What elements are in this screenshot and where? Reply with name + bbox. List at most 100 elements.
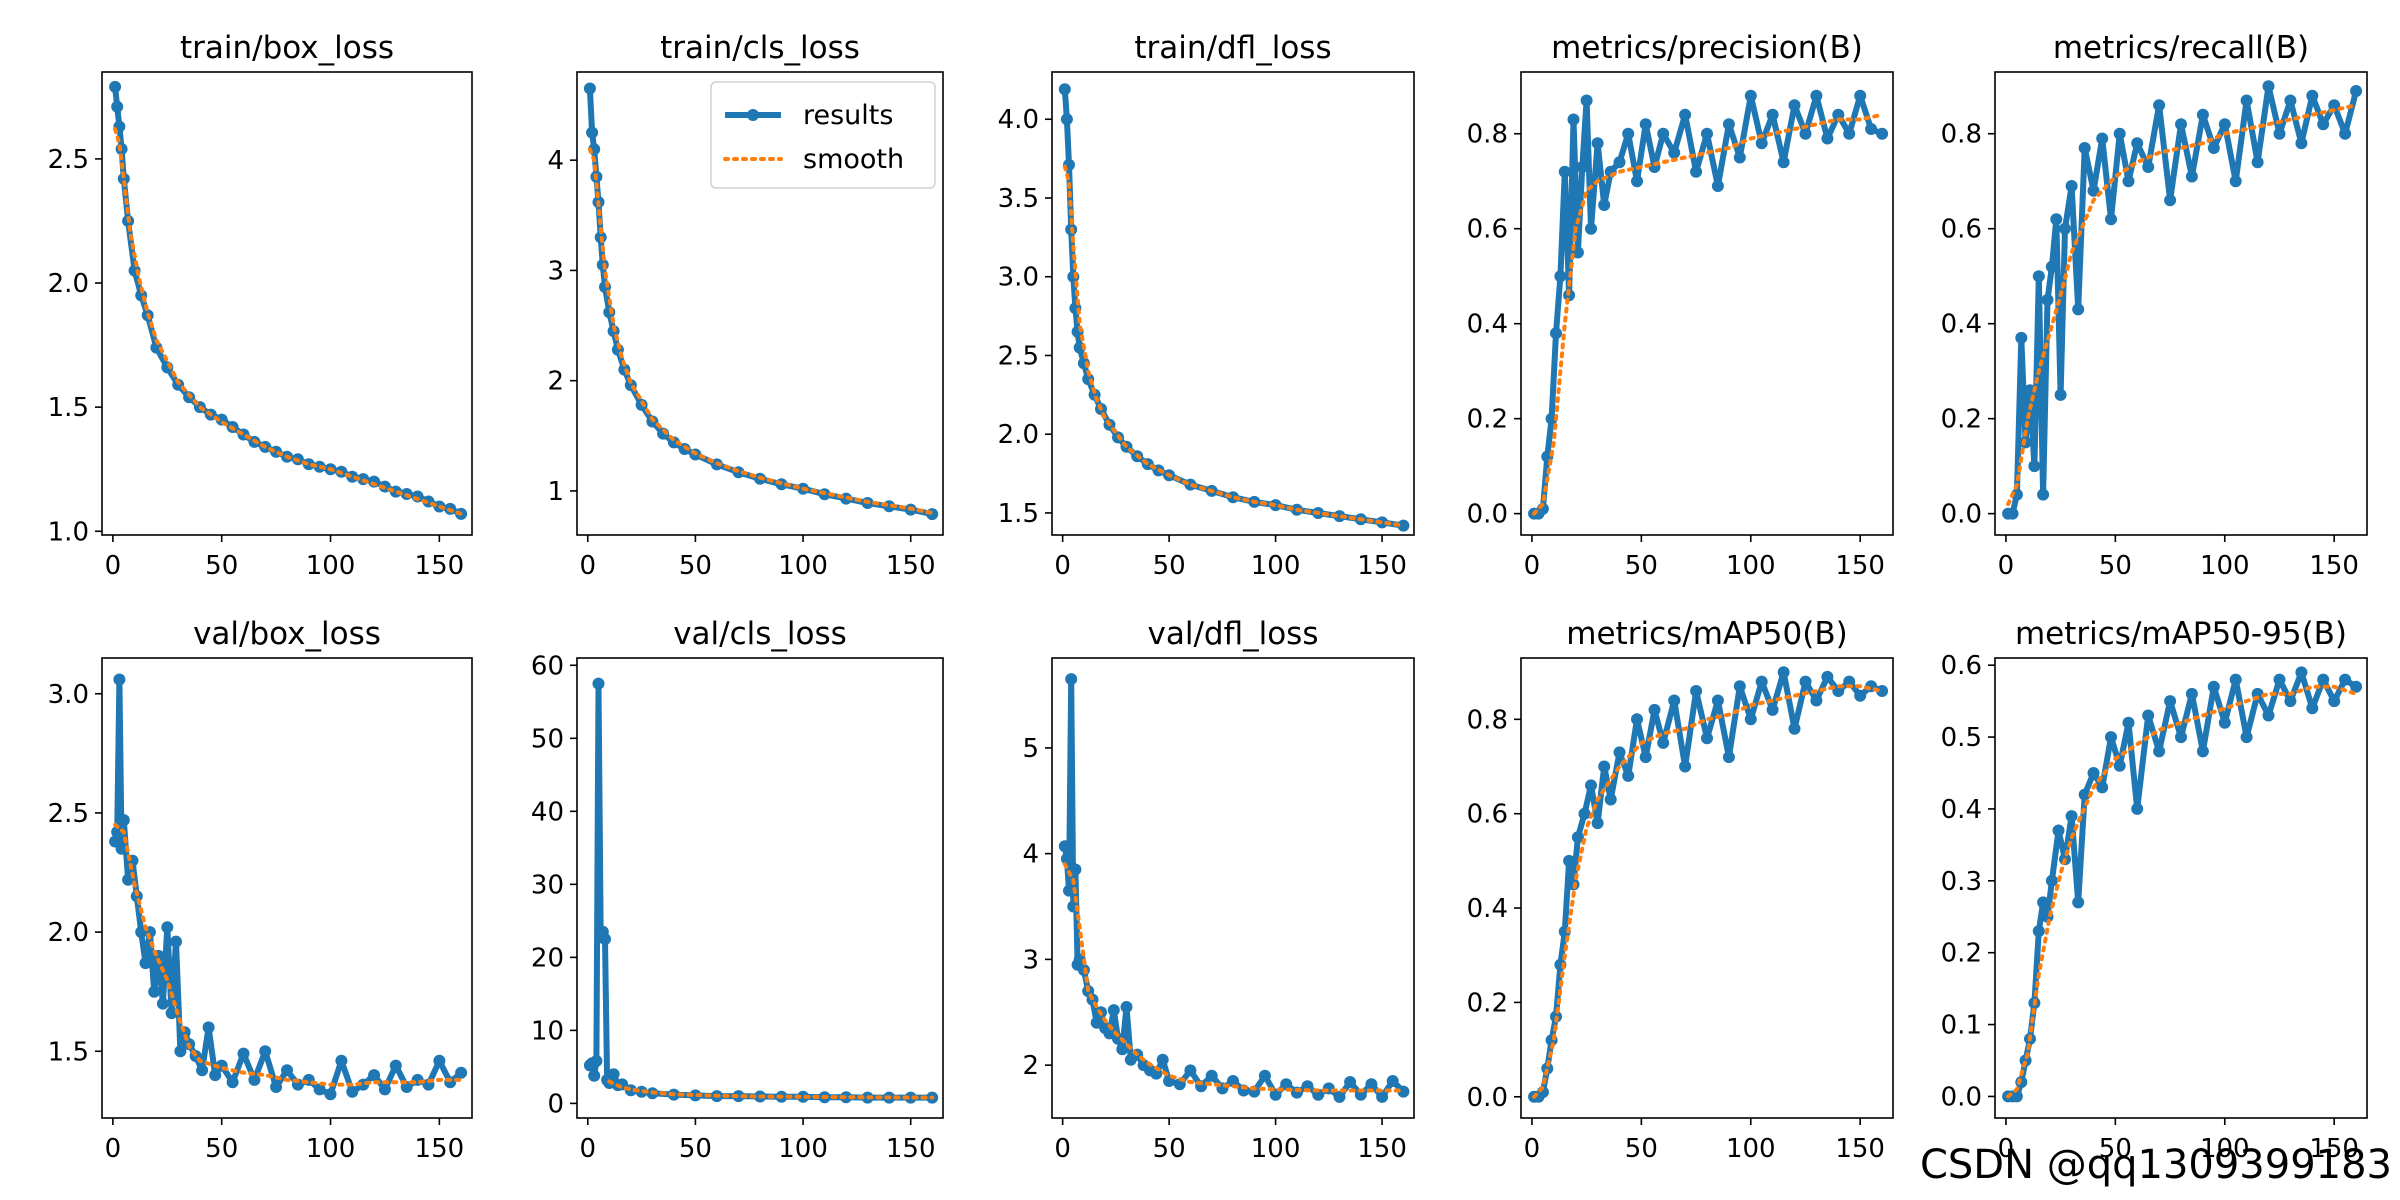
results-point — [2164, 194, 2177, 207]
results-point — [1722, 118, 1735, 131]
y-tick-label: 0.5 — [1941, 723, 1982, 753]
results-point — [1060, 113, 1073, 126]
y-tick-label: 4.0 — [998, 105, 1039, 135]
x-tick-label: 0 — [1054, 1134, 1071, 1164]
y-tick-label: 0.4 — [1467, 894, 1508, 924]
results-point — [588, 1069, 601, 1082]
results-point — [2078, 142, 2091, 154]
results-point — [2028, 460, 2041, 473]
x-tick-label: 50 — [205, 551, 238, 581]
axes-frame — [1994, 657, 2368, 1119]
subplot-title: train/dfl_loss — [1134, 30, 1331, 66]
results-point — [2131, 802, 2144, 815]
results-point — [313, 1083, 326, 1096]
results-point — [1156, 1053, 1169, 1066]
results-point — [2317, 673, 2330, 686]
results-point — [1821, 132, 1834, 145]
subplot-title: val/box_loss — [193, 616, 381, 652]
smooth-line — [1532, 112, 1885, 516]
results-point — [2207, 142, 2220, 154]
y-tick-label: 0.2 — [1467, 405, 1508, 435]
x-tick-label: 100 — [1251, 551, 1301, 581]
results-point — [1227, 491, 1239, 504]
x-tick-label: 100 — [306, 551, 356, 581]
results-point — [1690, 165, 1703, 178]
results-point — [1563, 854, 1576, 867]
results-point — [161, 921, 174, 934]
results-point — [1269, 1088, 1282, 1101]
results-point — [2052, 824, 2065, 837]
x-tick-label: 50 — [1153, 1134, 1186, 1164]
results-point — [2207, 680, 2220, 693]
smooth-line — [1062, 862, 1406, 1093]
y-tick-label: 0.8 — [1467, 120, 1508, 150]
y-tick-label: 3 — [1022, 945, 1039, 975]
x-tick-label: 0 — [579, 551, 596, 581]
results-point — [433, 1054, 446, 1067]
x-tick-label: 50 — [1625, 551, 1658, 581]
results-point — [2295, 137, 2308, 150]
results-line — [587, 680, 933, 1101]
y-tick-label: 1.5 — [48, 393, 89, 423]
results-point — [113, 673, 126, 686]
results-point — [1184, 1064, 1197, 1077]
results-point — [1755, 137, 1768, 150]
results-point — [2350, 85, 2363, 97]
results-point — [1058, 83, 1071, 96]
results-point — [2229, 673, 2242, 686]
results-point — [1591, 817, 1604, 830]
results-point — [1322, 1082, 1335, 1095]
y-tick-label: 2 — [547, 367, 564, 397]
results-point — [2015, 331, 2028, 344]
x-tick-label: 50 — [679, 551, 712, 581]
results-point — [1227, 1075, 1239, 1087]
results-point — [1631, 713, 1643, 726]
results-point — [2142, 709, 2155, 722]
results-point — [2273, 673, 2286, 686]
results-point — [2142, 161, 2155, 173]
results-point — [2045, 874, 2058, 887]
results-point — [2087, 184, 2100, 197]
results-point — [797, 1090, 810, 1103]
results-point — [2065, 180, 2078, 192]
results-point — [2164, 695, 2177, 708]
results-point — [2196, 745, 2209, 758]
results-point — [1821, 670, 1834, 683]
results-point — [2240, 731, 2253, 744]
results-point — [1701, 732, 1713, 745]
results-point — [1613, 156, 1626, 169]
watermark-text: CSDN @qq1309399183 — [1920, 1142, 2392, 1188]
y-tick-label: 0.8 — [1941, 120, 1982, 150]
results-point — [607, 1068, 620, 1081]
results-point — [1668, 694, 1681, 707]
y-tick-label: 4 — [1022, 840, 1039, 870]
y-tick-label: 0.0 — [1941, 1082, 1982, 1112]
x-tick-label: 100 — [778, 1134, 828, 1164]
results-point — [732, 1090, 745, 1103]
plot-area — [109, 673, 468, 1101]
results-point — [1058, 840, 1071, 853]
results-point — [1578, 807, 1591, 820]
smooth-line — [607, 1079, 935, 1100]
x-tick-label: 150 — [2309, 1134, 2359, 1164]
results-point — [2087, 767, 2100, 779]
results-point — [2072, 303, 2085, 316]
legend-smooth-label: smooth — [803, 144, 904, 175]
results-point — [1280, 1078, 1293, 1091]
results-point — [1876, 127, 1889, 140]
axes-frame — [1051, 71, 1415, 536]
x-tick-label: 100 — [1251, 1134, 1301, 1164]
results-point — [1722, 751, 1735, 764]
x-tick-label: 150 — [1357, 1134, 1407, 1164]
x-tick-label: 100 — [2200, 551, 2250, 581]
results-point — [2006, 507, 2019, 520]
results-point — [2196, 108, 2209, 121]
subplot-title: metrics/precision(B) — [1551, 30, 1863, 66]
results-point — [1854, 89, 1867, 102]
subplot-train-box-loss: train/box_loss 0 50 100 150 1.0 1.5 2.0 2.5 — [48, 30, 473, 581]
results-point — [111, 100, 124, 113]
y-tick-label: 10 — [531, 1016, 564, 1046]
results-point — [2328, 695, 2341, 708]
smooth-line — [113, 822, 464, 1087]
results-point — [1711, 180, 1724, 192]
